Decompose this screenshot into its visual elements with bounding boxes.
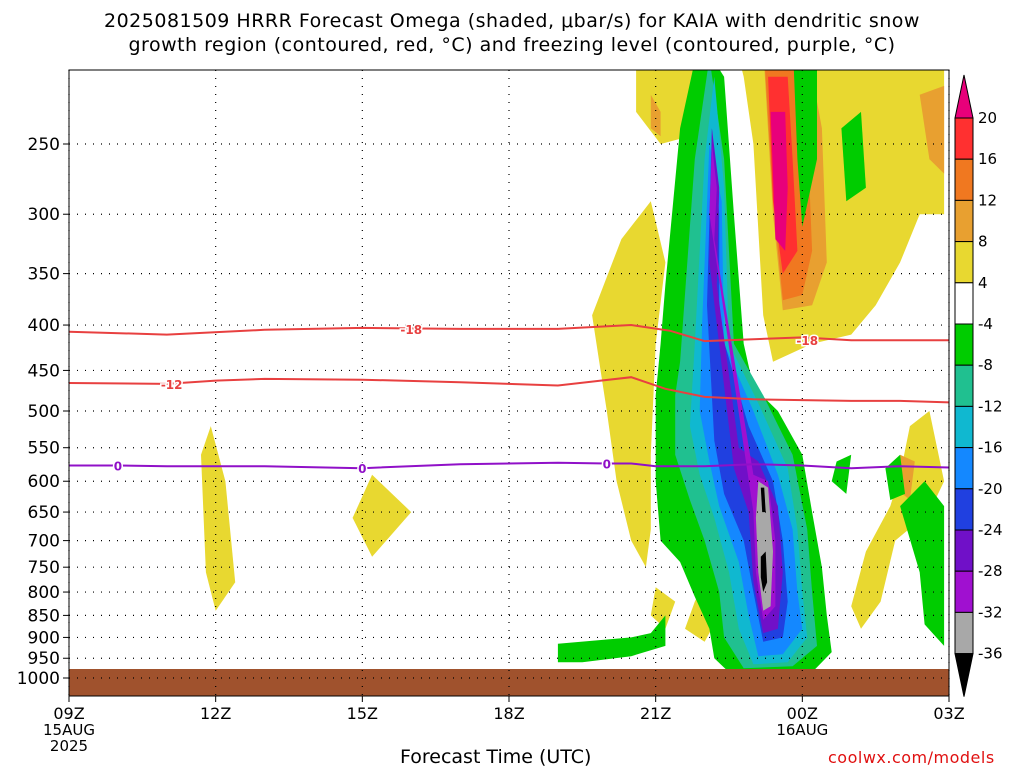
colorbar-swatch-2 <box>954 158 974 201</box>
colorbar-swatch-12 <box>954 570 974 613</box>
colorbar-label--16: -16 <box>978 439 1003 457</box>
omega-region-7 <box>650 587 676 629</box>
x-tick-label-21Z: 21Z <box>640 704 671 723</box>
colorbar-swatch-8 <box>954 405 974 449</box>
colorbar-label--28: -28 <box>978 562 1003 580</box>
y-tick-label-350: 350 <box>28 265 60 285</box>
y-tick-label-250: 250 <box>28 135 60 155</box>
y-tick-label-300: 300 <box>28 205 60 225</box>
colorbar: 20 16 12 8 4 -4 -8 -12 -16 -20 -24 -28 -32 -36 <box>954 74 1003 697</box>
colorbar-label--24: -24 <box>978 521 1003 539</box>
contour-line--18 <box>69 323 949 343</box>
omega-region-0 <box>201 426 236 611</box>
colorbar-label--12: -12 <box>978 397 1003 415</box>
omega-region-1 <box>352 474 412 557</box>
contour-label-2: -12 <box>161 378 183 392</box>
y-tick-label-950: 950 <box>28 649 60 669</box>
contour-line-0 <box>69 461 949 470</box>
colorbar-label-4: 4 <box>978 274 988 292</box>
y-tick-label-700: 700 <box>28 532 60 552</box>
y-tick-label-500: 500 <box>28 402 60 422</box>
omega-region-16 <box>557 615 666 663</box>
x-tick-label-03Z: 03Z <box>933 704 964 723</box>
colorbar-arrow-bottom <box>954 653 974 697</box>
omega-region-18 <box>841 111 866 202</box>
omega-region-28 <box>755 481 773 611</box>
colorbar-label-20: 20 <box>978 109 997 127</box>
contour-line--12 <box>69 376 949 404</box>
colorbar-swatch-5 <box>954 282 974 325</box>
contour-label-4: 0 <box>358 462 366 476</box>
colorbar-swatch-7 <box>954 364 974 407</box>
chart-title: 2025081509 HRRR Forecast Omega (shaded, … <box>104 10 920 56</box>
y-tick-label-1000: 1000 <box>17 669 60 689</box>
y-tick-label-550: 550 <box>28 439 60 459</box>
x-tick-label-00Z: 00Z <box>787 704 818 723</box>
omega-region-11 <box>770 111 788 251</box>
x-tick-label-12Z: 12Z <box>200 704 231 723</box>
omega-region-12 <box>650 94 661 137</box>
omega-region-30 <box>760 551 768 592</box>
colorbar-label--32: -32 <box>978 603 1003 621</box>
omega-region-2 <box>592 201 666 568</box>
contour-label-0: -18 <box>400 323 422 337</box>
ground-below-surface <box>69 669 949 696</box>
colorbar-swatch-3 <box>954 199 974 243</box>
y-tick-label-850: 850 <box>28 606 60 626</box>
colorbar-swatch-4 <box>954 241 974 284</box>
colorbar-label-12: 12 <box>978 191 997 209</box>
contour-label-5: 0 <box>603 457 611 471</box>
colorbar-label-16: 16 <box>978 150 997 168</box>
omega-region-5 <box>851 411 945 629</box>
colorbar-swatch-1 <box>954 117 974 160</box>
x-tick-sublabel-09Z-0: 15AUG <box>43 721 95 739</box>
colorbar-swatch-11 <box>954 529 974 572</box>
colorbar-swatch-6 <box>954 323 974 366</box>
contour-label-3: 0 <box>114 460 122 474</box>
x-axis-label: Forecast Time (UTC) <box>400 746 592 768</box>
contour-labels: -18 -18 -12 0 0 0 <box>112 321 819 477</box>
omega-region-20 <box>831 454 852 494</box>
colorbar-label-8: 8 <box>978 233 988 251</box>
y-tick-label-450: 450 <box>28 361 60 381</box>
contour-label-1: -18 <box>796 334 818 348</box>
colorbar-swatch-13 <box>954 611 974 655</box>
y-tick-label-650: 650 <box>28 503 60 523</box>
y-tick-label-750: 750 <box>28 558 60 578</box>
omega-region-4 <box>741 70 945 362</box>
x-tick-label-15Z: 15Z <box>347 704 378 723</box>
omega-region-29 <box>760 487 766 513</box>
y-tick-label-800: 800 <box>28 583 60 603</box>
x-tick-sublabel-09Z-1: 2025 <box>50 737 88 755</box>
colorbar-arrow-top <box>954 74 974 119</box>
colorbar-swatch-9 <box>954 447 974 490</box>
omega-region-19 <box>900 481 945 646</box>
colorbar-label--8: -8 <box>978 356 993 374</box>
omega-region-13 <box>919 85 945 174</box>
x-tick-sublabel-00Z-0: 16AUG <box>776 721 828 739</box>
omega-region-17 <box>793 70 817 227</box>
credit-text: coolwx.com/models <box>828 748 995 767</box>
omega-shading <box>201 70 945 673</box>
x-tick-label-09Z: 09Z <box>53 704 84 723</box>
colorbar-label--4: -4 <box>978 315 993 333</box>
x-tick-label-18Z: 18Z <box>493 704 524 723</box>
y-axis-ticks: 2503003504004505005506006507007508008509… <box>17 135 69 689</box>
y-tick-label-900: 900 <box>28 628 60 648</box>
colorbar-label--20: -20 <box>978 480 1003 498</box>
colorbar-label--36: -36 <box>978 645 1003 663</box>
y-tick-label-400: 400 <box>28 316 60 336</box>
contour-lines <box>69 323 949 470</box>
colorbar-swatch-10 <box>954 488 974 531</box>
y-tick-label-600: 600 <box>28 472 60 492</box>
